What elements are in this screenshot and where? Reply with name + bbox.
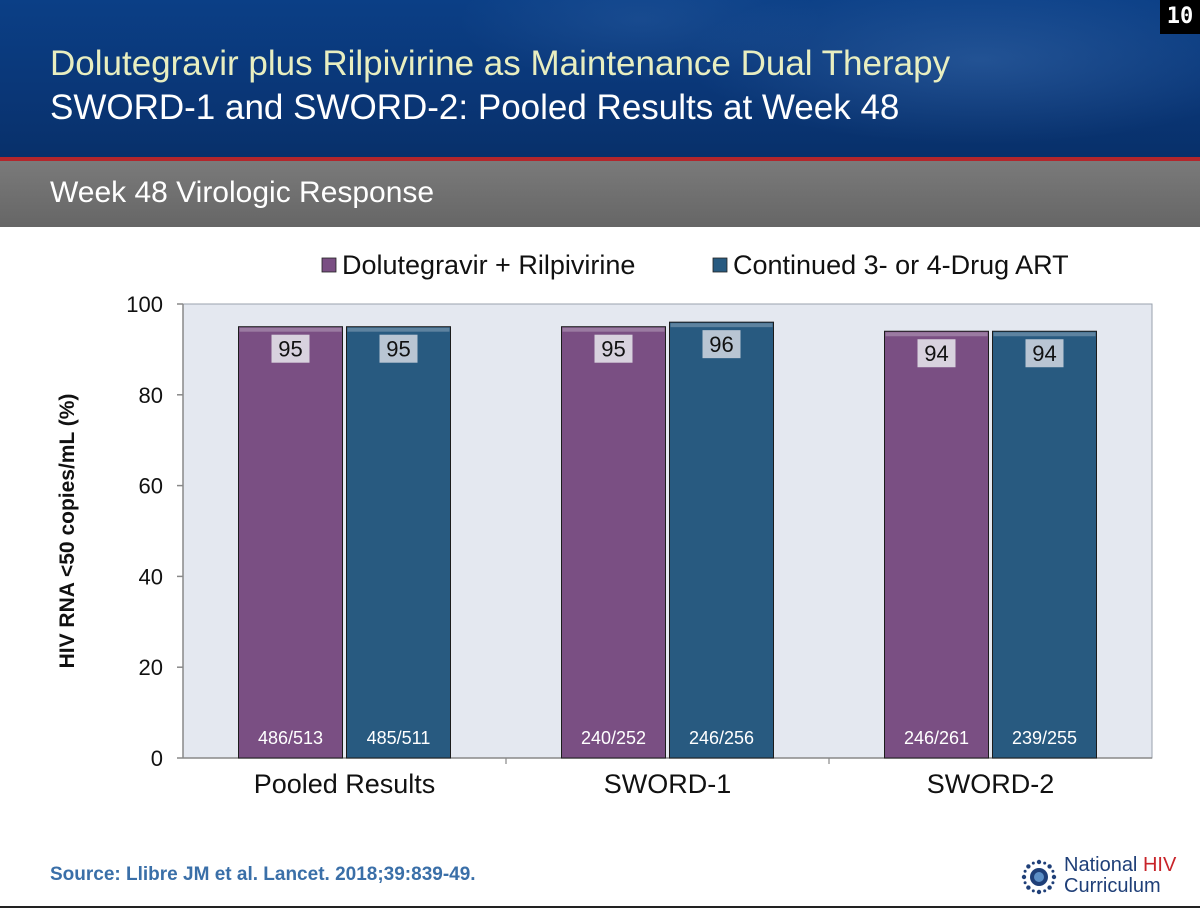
logo-word-curriculum: Curriculum: [1064, 875, 1161, 897]
count-label: 486/513: [258, 728, 323, 748]
subtitle-bar: [0, 161, 1200, 227]
value-label-box: [379, 334, 418, 363]
bar-highlight: [347, 327, 450, 332]
x-category-label: SWORD-2: [927, 769, 1055, 799]
count-label: 240/252: [581, 728, 646, 748]
count-label: 246/256: [689, 728, 754, 748]
legend-swatch-1: [321, 257, 337, 273]
count-label: 239/255: [1012, 728, 1077, 748]
bar-highlight: [993, 332, 1096, 337]
value-label-box: [917, 339, 956, 368]
national-hiv-curriculum-logo: National HIV Curriculum: [1016, 854, 1200, 904]
x-category-label: Pooled Results: [254, 769, 436, 799]
slide-title-line2: SWORD-1 and SWORD-2: Pooled Results at W…: [50, 88, 900, 127]
bar-1: [238, 326, 343, 759]
x-category-label: SWORD-1: [604, 769, 732, 799]
y-tick-label: 20: [139, 655, 163, 680]
legend-label-1: Dolutegravir + Rilpivirine: [342, 250, 635, 280]
bar-highlight: [562, 327, 665, 332]
slide-header: [0, 0, 1200, 158]
bar-2: [346, 326, 451, 759]
count-label: 485/511: [367, 728, 431, 748]
value-label: 96: [709, 332, 733, 357]
count-label: 246/261: [904, 728, 969, 748]
bar-highlight: [239, 327, 342, 332]
source-citation: Source: Llibre JM et al. Lancet. 2018;39…: [50, 864, 476, 885]
value-label: 95: [601, 337, 625, 362]
value-label-box: [1025, 339, 1064, 368]
value-label: 94: [924, 341, 948, 366]
starburst-logo-icon: [1021, 859, 1057, 895]
slide-title-line1: Dolutegravir plus Rilpivirine as Mainten…: [50, 44, 951, 83]
y-axis-title: HIV RNA <50 copies/mL (%): [56, 394, 79, 669]
logo-text: National HIV Curriculum: [1064, 855, 1176, 897]
bar-chart: 0 20 40 60 80 100 HIV RNA <50 copies/mL (%) Dol…: [56, 250, 1153, 799]
footer-rule: [0, 906, 1200, 908]
y-tick-label: 100: [126, 292, 163, 317]
y-tick-label: 60: [139, 474, 163, 499]
bar-2: [669, 321, 774, 759]
logo-word-national: National: [1064, 854, 1143, 876]
legend-label-2: Continued 3- or 4-Drug ART: [733, 250, 1069, 280]
value-label: 95: [386, 337, 410, 362]
value-label: 94: [1032, 341, 1056, 366]
bar-highlight: [885, 332, 988, 337]
header-divider: [0, 157, 1200, 161]
bar-highlight: [670, 323, 773, 328]
y-tick-label: 40: [139, 564, 163, 589]
slide-subtitle: Week 48 Virologic Response: [50, 176, 435, 209]
y-tick-label: 0: [151, 746, 163, 771]
value-label-box: [594, 334, 633, 363]
legend-swatch-2: [712, 257, 728, 273]
logo-word-hiv: HIV: [1142, 854, 1177, 876]
y-tick-label: 80: [139, 383, 163, 408]
bar-1: [561, 326, 666, 759]
slide-number: 10: [1160, 0, 1200, 34]
bar-1: [884, 330, 989, 759]
bar-2: [992, 330, 1097, 759]
value-label-box: [702, 330, 741, 359]
value-label: 95: [278, 337, 302, 362]
value-label-box: [271, 334, 310, 363]
